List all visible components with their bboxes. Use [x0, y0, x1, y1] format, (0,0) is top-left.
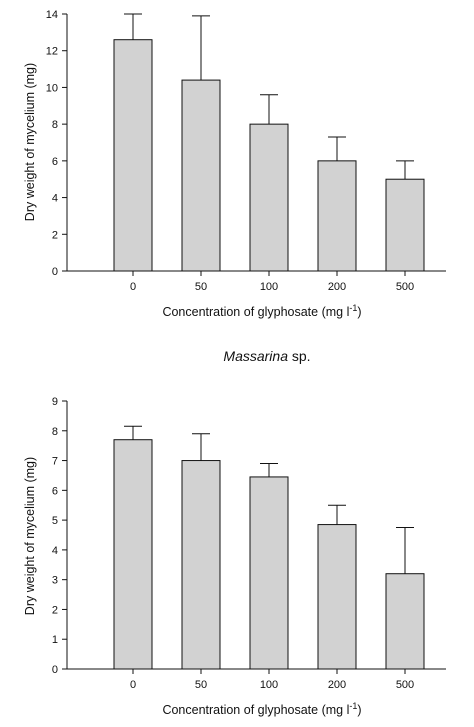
chart-bottom-bar-500 [385, 573, 425, 670]
chart-top-x-axis-label: Concentration of glyphosate (mg l-1) [162, 303, 361, 319]
chart-top-y-tick-label: 10 [46, 82, 58, 94]
chart-top-y-tick-label: 0 [52, 266, 58, 278]
chart-bottom-x-tick-label: 50 [195, 679, 207, 691]
chart-bottom-y-tick-label: 2 [52, 604, 58, 616]
chart-bottom-bar-0 [113, 439, 153, 670]
chart-top-y-axis-label: Dry weight of mycelium (mg) [23, 63, 37, 221]
chart-bottom-y-tick-label: 6 [52, 485, 58, 497]
chart-bottom-y-tick-label: 1 [52, 634, 58, 646]
chart-top: Dry weight of mycelium (mg) Concentratio… [23, 9, 446, 319]
chart-bottom-x-tick-label: 500 [396, 679, 414, 691]
chart-top-x-tick-label: 50 [195, 281, 207, 293]
chart-top-x-tick-label: 500 [396, 281, 414, 293]
chart-bottom-y-tick-label: 7 [52, 456, 58, 468]
chart-top-bar-500 [385, 178, 425, 272]
chart-bottom-y-tick-label: 0 [52, 664, 58, 676]
chart-top-x-tick-label: 100 [260, 281, 278, 293]
figure-caption: Massarina sp. [223, 348, 310, 364]
chart-top-x-tick-label: 200 [328, 281, 346, 293]
chart-top-bar-0 [113, 39, 153, 272]
chart-bottom-x-tick-label: 0 [130, 679, 136, 691]
chart-top-y-tick-label: 8 [52, 119, 58, 131]
chart-top-y-tick-label: 4 [52, 193, 58, 205]
chart-bottom-y-tick-label: 8 [52, 426, 58, 438]
chart-bottom-x-tick-label: 200 [328, 679, 346, 691]
chart-top-x-tick-label: 0 [130, 281, 136, 293]
chart-bottom: Dry weight of mycelium (mg) Concentratio… [23, 396, 446, 717]
chart-top-bar-200 [317, 160, 357, 272]
chart-top-y-tick-label: 6 [52, 156, 58, 168]
chart-bottom-y-tick-label: 3 [52, 575, 58, 587]
chart-bottom-bar-100 [249, 476, 289, 670]
chart-bottom-x-axis-label: Concentration of glyphosate (mg l-1) [162, 701, 361, 717]
chart-bottom-y-tick-label: 5 [52, 515, 58, 527]
chart-bottom-bar-200 [317, 524, 357, 670]
chart-top-bar-100 [249, 123, 289, 272]
chart-top-y-tick-label: 12 [46, 46, 58, 58]
chart-bottom-x-tick-label: 100 [260, 679, 278, 691]
chart-top-y-tick-label: 2 [52, 229, 58, 241]
chart-top-bar-50 [181, 79, 221, 272]
chart-bottom-y-axis-label: Dry weight of mycelium (mg) [23, 457, 37, 615]
chart-top-y-tick-label: 14 [46, 9, 58, 21]
chart-bottom-y-tick-label: 9 [52, 396, 58, 408]
chart-bottom-y-tick-label: 4 [52, 545, 58, 557]
chart-bottom-bar-50 [181, 460, 221, 670]
